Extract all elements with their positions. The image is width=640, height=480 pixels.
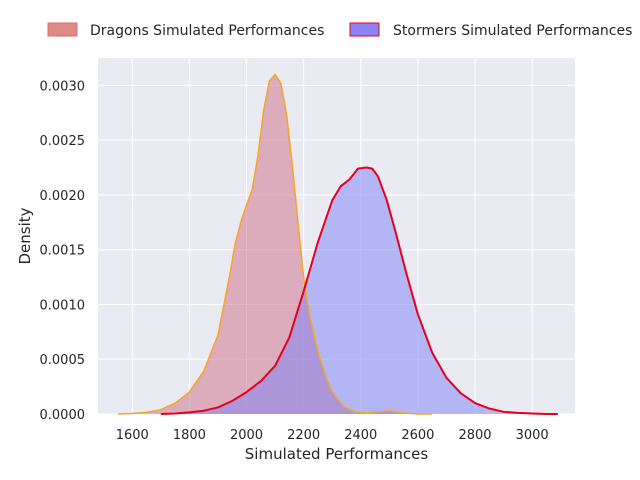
legend-label-dragons: Dragons Simulated Performances [90, 23, 324, 39]
x-tick-label: 2800 [458, 428, 491, 443]
legend: Dragons Simulated Performances Stormers … [47, 22, 632, 39]
x-axis-label: Simulated Performances [245, 445, 429, 463]
y-axis-label: Density [16, 207, 34, 264]
x-tick-label: 1600 [116, 428, 149, 443]
y-tick-label: 0.0030 [40, 79, 86, 94]
density-area-dragons [117, 74, 433, 415]
x-tick-label: 2600 [401, 428, 434, 443]
x-tick-label: 1800 [173, 428, 206, 443]
legend-label-stormers: Stormers Simulated Performances [393, 23, 632, 39]
density-area-stormers [160, 167, 558, 414]
y-tick-label: 0.0015 [40, 244, 86, 259]
y-tick-label: 0.0025 [40, 134, 86, 149]
tick-labels: 1600 1800 2000 2200 2400 2600 2800 3000 0.0000 0.… [40, 79, 549, 443]
y-tick-label: 0.0020 [40, 189, 86, 204]
density-areas [117, 73, 558, 415]
density-line-stormers [160, 166, 558, 415]
x-tick-label: 2400 [344, 428, 377, 443]
y-tick-label: 0.0000 [40, 408, 86, 423]
y-tick-label: 0.0010 [40, 298, 86, 313]
legend-swatch-stormers [349, 22, 380, 37]
x-tick-label: 2000 [230, 428, 263, 443]
x-tick-label: 2200 [287, 428, 320, 443]
density-line-dragons [117, 73, 433, 415]
x-tick-label: 3000 [516, 428, 549, 443]
legend-swatch-dragons [47, 22, 78, 37]
y-tick-label: 0.0005 [40, 353, 86, 368]
